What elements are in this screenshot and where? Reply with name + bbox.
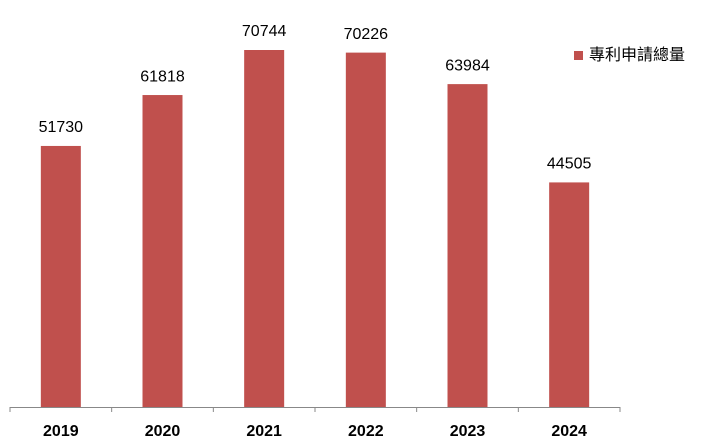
bar — [142, 95, 183, 407]
value-label: 70226 — [344, 26, 389, 43]
x-tick-label: 2024 — [551, 423, 587, 439]
value-label: 70744 — [242, 23, 287, 40]
legend-label: 專利申請總量 — [589, 46, 685, 64]
bar — [40, 145, 81, 407]
x-tick-label: 2019 — [43, 423, 79, 439]
x-tick-label: 2023 — [450, 423, 486, 439]
bar — [447, 84, 488, 407]
x-tick-label: 2021 — [246, 423, 282, 439]
x-tick-label: 2022 — [348, 423, 384, 439]
legend-swatch — [574, 51, 583, 60]
bar — [244, 50, 285, 407]
bar — [549, 182, 590, 407]
value-label: 44505 — [547, 156, 592, 173]
value-label: 61818 — [140, 68, 185, 85]
value-label: 63984 — [445, 57, 490, 74]
x-tick-label: 2020 — [145, 423, 181, 439]
value-label: 51730 — [39, 119, 84, 136]
bar — [345, 52, 386, 408]
